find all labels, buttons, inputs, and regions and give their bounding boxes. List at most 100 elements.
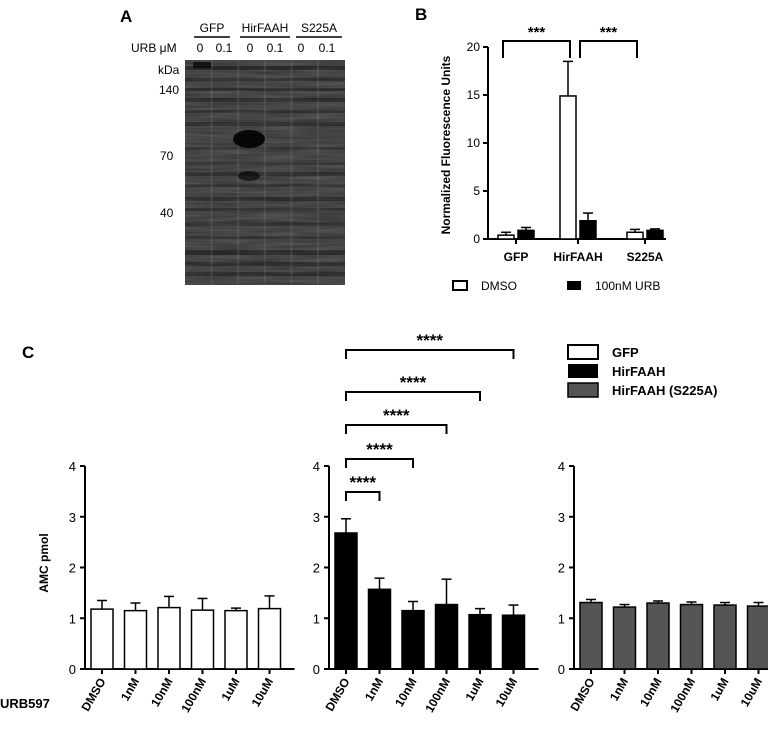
panel-c-bar-1-4 [468, 613, 492, 670]
panel-c-bracket-2 [345, 458, 414, 468]
marker-40: 40 [160, 206, 174, 220]
panel-c-sig-1: **** [350, 473, 377, 492]
panel-c-xtick-label-dmso: DMSO [567, 676, 597, 714]
panel-c-ytick-label-0: 0 [558, 662, 565, 677]
panel-c-xtick-label-1nm: 1nM [607, 675, 631, 703]
panel-c-bar-1-1 [367, 588, 392, 670]
panel-c-ytick-label-2: 2 [313, 561, 320, 576]
panel-c-bracket-3 [345, 424, 448, 434]
panel-c-bar-2-5 [746, 605, 768, 670]
panel-b-xtick-label-gfp: GFP [504, 250, 529, 264]
panel-c-xtick-label-10nm: 10nM [392, 676, 419, 710]
panel-c-bar-2-1 [612, 606, 637, 670]
marker-70: 70 [160, 149, 174, 163]
panel-c-xtick-label-10nm: 10nM [148, 676, 175, 710]
panel-c-xtick-label-dmso: DMSO [78, 676, 108, 714]
lane-group-gfp: GFP [200, 21, 225, 35]
panel-c-xtick-label-1um: 1uM [218, 675, 242, 703]
panel-c-xtick-label-100nm: 100nM [667, 676, 698, 715]
panel-c-bar-1-5 [501, 614, 526, 670]
panel-c-sig-4: **** [400, 373, 427, 392]
panel-c-xtick-label-10um: 10uM [249, 676, 276, 710]
urb-dose-label: URB μM [131, 41, 177, 55]
panel-c-bar-0-5 [257, 607, 282, 670]
lane-dose-4: 0 [298, 41, 305, 55]
legend-swatch-dmso [452, 280, 468, 291]
panel-c-bar-2-4 [713, 604, 737, 670]
panel-c-bracket-4 [345, 391, 481, 401]
panel-c-letter: C [22, 343, 34, 362]
panel-c-ytick-label-4: 4 [558, 459, 565, 474]
panel-c-sig-2: **** [366, 440, 393, 459]
panel-b-ytick-label-10: 10 [467, 136, 481, 150]
panel-c-ytick-label-2: 2 [558, 561, 565, 576]
panel-b-bar-1-1 [579, 220, 597, 240]
panel-b-bar-1-0 [517, 229, 535, 240]
panel-c-bar-0-3 [190, 609, 215, 670]
panel-b-bars [497, 60, 664, 240]
panel-b-bar-0-0 [497, 234, 515, 240]
panel-b-significance: *** *** [502, 24, 638, 58]
panel-c-xtick-label-10nm: 10nM [637, 676, 664, 710]
panel-c-ytick-label-0: 0 [69, 662, 76, 677]
panel-b-letter: B [415, 5, 427, 24]
urb597-row-label: URB597 [0, 696, 50, 711]
panel-b-xtick-label-s225a: S225A [627, 250, 664, 264]
lane-group-hirfaah: HirFAAH [242, 21, 289, 35]
lane-dose-3: 0.1 [267, 41, 284, 55]
lane-dose-5: 0.1 [319, 41, 336, 55]
lane-dose-labels: 0 0.1 0 0.1 0 0.1 [197, 41, 336, 55]
panel-c-bar-1-3 [434, 603, 459, 670]
panel-c-ytick-label-3: 3 [558, 510, 565, 525]
panel-c-bracket-5 [345, 349, 515, 359]
lane-dose-0: 0 [197, 41, 204, 55]
panel-b-ytick-label-20: 20 [467, 40, 481, 54]
panel-c-xtick-label-100nm: 100nM [178, 676, 209, 715]
panel-c-bar-1-0 [334, 532, 358, 670]
panel-c-xtick-label-10um: 10uM [738, 676, 765, 710]
panel-c-bar-0-1 [123, 609, 148, 670]
western-blot-image [185, 60, 345, 285]
panel-b-sig-0: *** [528, 24, 546, 41]
lane-group-s225a: S225A [301, 21, 337, 35]
panel-c-y-axis-label: AMC pmol [37, 533, 51, 592]
panel-a: A GFP HirFAAH S225A URB μM 0 0.1 0 0.1 0 0.1 kD… [120, 7, 345, 285]
panel-c-legend: GFP HirFAAH HirFAAH (S225A) [567, 344, 717, 398]
legend-label-s225a: HirFAAH (S225A) [612, 383, 717, 398]
panel-c-bar-0-0 [90, 608, 114, 670]
panel-b-sig-1: *** [600, 24, 618, 41]
panel-c-xtick-label-1um: 1uM [707, 675, 731, 703]
panel-c-bar-0-4 [224, 609, 248, 670]
marker-140: 140 [159, 83, 179, 97]
panel-c-ytick-label-2: 2 [69, 561, 76, 576]
panel-a-letter: A [120, 7, 132, 26]
panel-b-bar-0-2 [626, 231, 644, 240]
panel-c-bar-0-2 [157, 606, 181, 670]
panel-c-bar-2-0 [579, 601, 603, 670]
panel-b-bar-0-1 [559, 95, 577, 240]
panel-b-xtick-label-hirfaah: HirFAAH [553, 250, 602, 264]
panel-b-bracket-0 [502, 40, 571, 58]
panel-c-ytick-label-3: 3 [69, 510, 76, 525]
panel-c-ytick-label-1: 1 [313, 611, 320, 626]
panel-c-ytick-label-3: 3 [313, 510, 320, 525]
panel-c-subplot-gfp: 0 1 2 3 4 DMSO 1nM 10nM 100nM 1uM 10uM [69, 459, 295, 715]
legend-swatch-hirfaah [568, 364, 598, 378]
panel-c-xtick-label-10um: 10uM [493, 676, 520, 710]
panel-b: B Normalized Fluorescence Units 0 5 10 15 20… [415, 5, 666, 293]
panel-b-ytick-label-5: 5 [473, 184, 480, 198]
legend-label-hirfaah: HirFAAH [612, 364, 665, 379]
legend-swatch-gfp [567, 344, 599, 360]
panel-c-xtick-label-100nm: 100nM [422, 676, 453, 715]
lane-dose-1: 0.1 [216, 41, 233, 55]
panel-c-xtick-label-dmso: DMSO [322, 676, 352, 714]
panel-c-sig-3: **** [383, 406, 410, 425]
panel-c-bar-2-3 [679, 603, 704, 670]
panel-c-subplot-hirfaah-s225a-: 0 1 2 3 4 DMSO 1nM 10nM 100nM 1uM 10uM [558, 459, 768, 715]
legend-swatch-urb [567, 281, 581, 290]
panel-c-ytick-label-1: 1 [69, 611, 76, 626]
panel-b-ytick-label-15: 15 [467, 88, 481, 102]
